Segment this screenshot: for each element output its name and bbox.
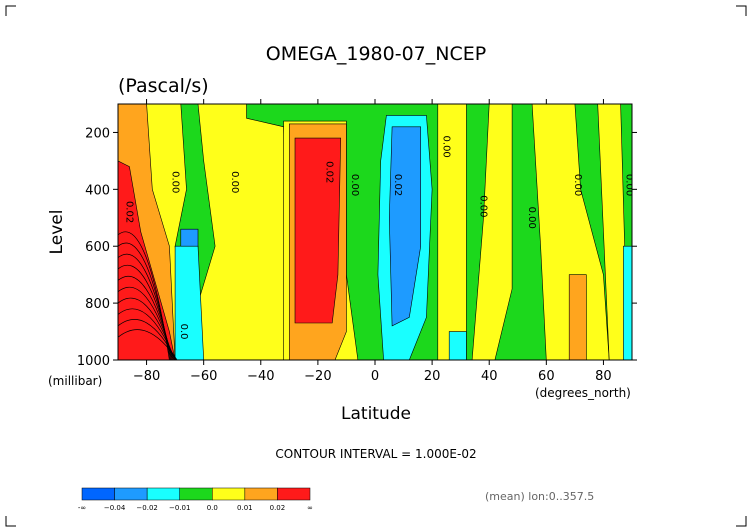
contour-label: 0.00: [349, 174, 360, 196]
chart-subtitle: (Pascal/s): [118, 75, 209, 97]
corner-marks: [5, 5, 747, 527]
x-axis-unit: (degrees_north): [535, 386, 631, 400]
colorbar-swatch: [146, 487, 180, 501]
y-axis-ticks: 200 400 600 800 1000: [77, 126, 637, 369]
contour-label: 0.00: [229, 171, 240, 193]
region-yellow-mid1: [437, 104, 467, 360]
colorbar-swatch: [277, 487, 311, 501]
x-tick-label: −60: [190, 369, 217, 384]
colorbar-swatch: [212, 487, 246, 501]
contour-interval-note: CONTOUR INTERVAL = 1.000E-02: [275, 447, 476, 461]
region-blue-tropic: [388, 126, 421, 327]
x-tick-label: 20: [424, 369, 441, 384]
colorbar: -∞ −0.04 −0.02 −0.01 0.0 0.01 0.02 ∞: [78, 487, 313, 512]
y-tick-label: 1000: [77, 354, 110, 369]
contour-line-south: [118, 297, 175, 360]
contour-label: 0.00: [623, 174, 634, 196]
colorbar-swatch: [81, 487, 115, 501]
averaging-note: (mean) lon:0..357.5: [485, 490, 594, 503]
x-tick-label: −80: [133, 369, 160, 384]
chart-title: OMEGA_1980-07_NCEP: [266, 43, 486, 65]
contour-label: 0.00: [441, 136, 452, 158]
region-yellow-mid2: [471, 104, 513, 360]
colorbar-label: 0.0: [207, 504, 218, 512]
region-orange-north: [568, 274, 587, 360]
x-tick-label: −40: [247, 369, 274, 384]
colorbar-swatch: [114, 487, 148, 501]
colorbar-label: 0.01: [237, 504, 253, 512]
x-tick-label: 40: [481, 369, 498, 384]
contour-label: 0.02: [124, 201, 135, 223]
contour-label: 0.00: [478, 195, 489, 217]
region-cyan-mid: [448, 331, 467, 360]
colorbar-label: −0.04: [104, 504, 126, 512]
region-red-subtropic: [294, 137, 342, 324]
contour-label: 0.00: [526, 207, 537, 229]
y-tick-label: 200: [85, 126, 110, 141]
x-tick-label: −20: [304, 369, 331, 384]
contour-label: 0.0: [178, 324, 189, 340]
colorbar-label: -∞: [78, 504, 86, 512]
contour-label: 0.02: [323, 161, 334, 183]
region-cyan-north: [623, 245, 632, 360]
contour-label: 0.02: [392, 174, 403, 196]
y-tick-label: 400: [85, 183, 110, 198]
y-axis-unit: (millibar): [48, 374, 102, 388]
contour-line-south: [118, 329, 178, 360]
colorbar-swatch: [244, 487, 278, 501]
colorbar-label: 0.02: [270, 504, 286, 512]
plot-area: 0.020.00 0.00 0.020.00 0.020.000.000.000.00…: [117, 103, 634, 361]
contour-line-south: [118, 319, 177, 360]
contour-label: 0.00: [169, 171, 180, 193]
x-tick-label: 60: [538, 369, 555, 384]
region-cyan-south: [174, 245, 205, 360]
y-tick-label: 800: [85, 297, 110, 312]
x-tick-label: 0: [371, 369, 379, 384]
y-axis-label: Level: [47, 210, 67, 255]
contour-fill: 0.020.00 0.00 0.020.00 0.020.000.000.000.00…: [118, 104, 634, 360]
x-axis-ticks: −80 −60 −40 −20 0 20 40 60 80: [133, 99, 612, 384]
contour-line-south: [118, 308, 176, 360]
x-axis-label: Latitude: [341, 404, 411, 424]
contour-label: 0.00: [572, 174, 583, 196]
colorbar-label: −0.01: [169, 504, 190, 512]
region-yellow-mid3: [531, 104, 610, 360]
colorbar-swatch: [179, 487, 213, 501]
colorbar-label: ∞: [307, 504, 313, 512]
region-yellow-subtropic-left: [197, 104, 290, 360]
x-tick-label: 80: [595, 369, 612, 384]
colorbar-label: −0.02: [136, 504, 157, 512]
y-tick-label: 600: [85, 240, 110, 255]
